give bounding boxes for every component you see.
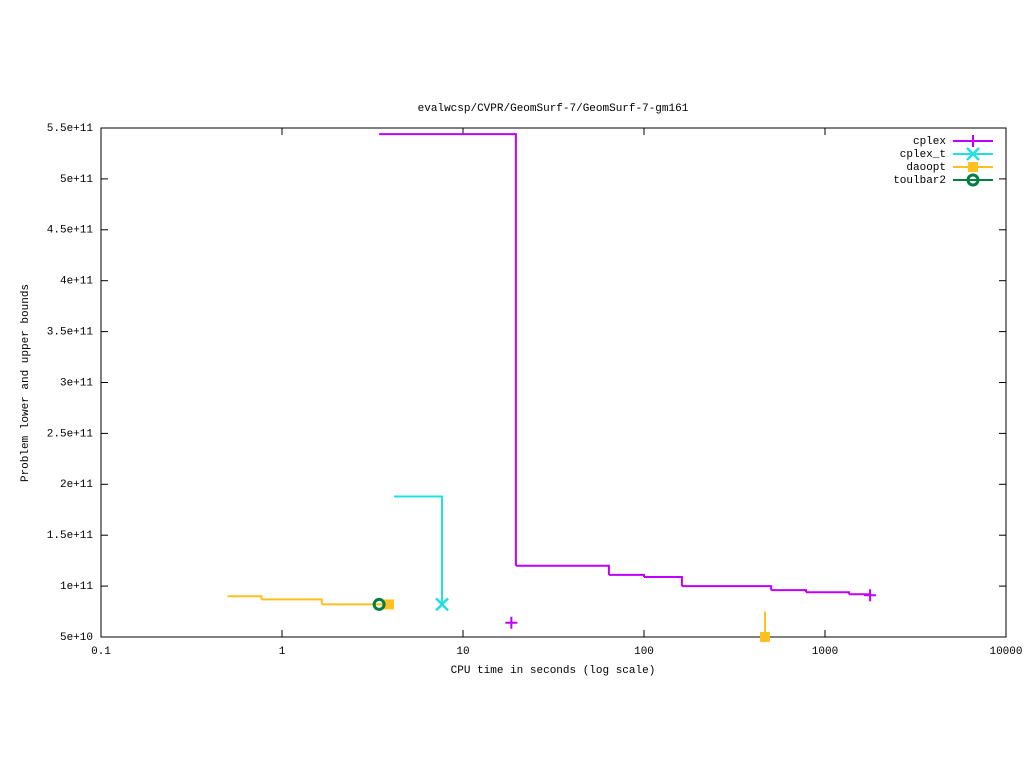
marker [372,597,386,611]
chart-title: evalwcsp/CVPR/GeomSurf-7/GeomSurf-7-gm16… [418,103,689,115]
y-tick-label: 3e+11 [60,377,93,389]
legend-label: daoopt [906,162,946,174]
y-axis-label: Problem lower and upper bounds [20,284,32,482]
x-axis-label: CPU time in seconds (log scale) [451,665,656,677]
step-segment [227,595,263,600]
legend-marker [966,173,980,187]
y-tick-label: 2e+11 [60,479,93,491]
y-tick-label: 2.5e+11 [47,428,94,440]
step-segment [681,585,773,591]
y-tick-label: 1.5e+11 [47,530,94,542]
y-tick-label: 1e+11 [60,581,93,593]
y-tick-label: 5e+11 [60,174,93,186]
legend-label: cplex_t [900,149,946,161]
y-tick-label: 4.5e+11 [47,225,94,237]
x-tick-label: 100 [634,646,654,658]
y-tick-label: 4e+11 [60,276,93,288]
step-segment [394,495,444,605]
x-tick-label: 10 [456,646,469,658]
marker [435,597,449,612]
legend-label: toulbar2 [893,175,946,187]
marker [759,632,770,642]
step-segment [771,589,808,593]
x-tick-label: 1 [279,646,286,658]
legend-marker [968,162,978,172]
marker [864,589,877,602]
step-segment [515,564,610,575]
step-segment [261,598,323,605]
y-tick-label: 3.5e+11 [47,327,94,339]
y-tick-label: 5e+10 [60,632,93,644]
marker [383,599,394,610]
step-segment [379,133,517,566]
x-tick-label: 0.1 [91,646,111,658]
legend-label: cplex [913,136,946,148]
x-tick-label: 10000 [989,646,1022,658]
legend-marker [966,147,980,161]
x-tick-label: 1000 [812,646,838,658]
step-segment [644,575,683,587]
marker [505,616,518,629]
y-tick-label: 5.5e+11 [47,123,94,135]
legend-marker [967,135,979,147]
